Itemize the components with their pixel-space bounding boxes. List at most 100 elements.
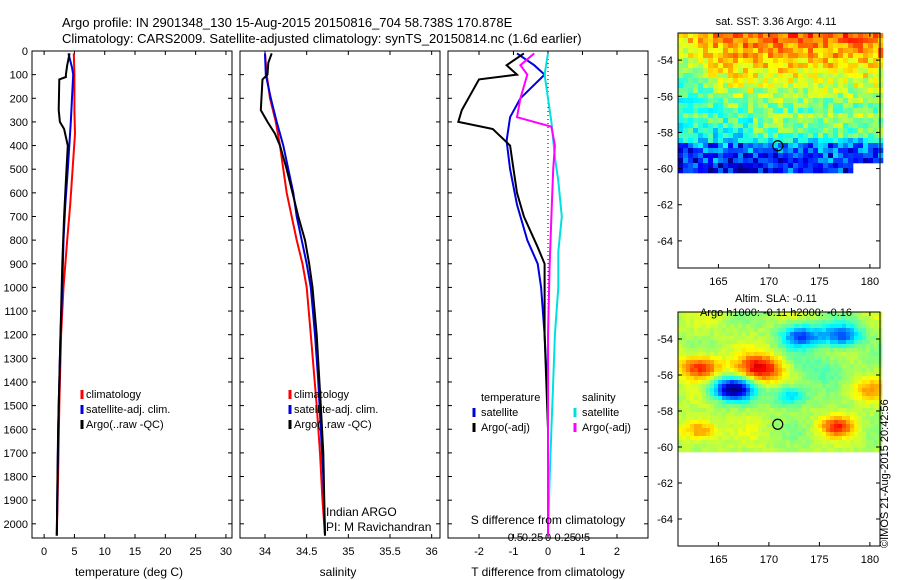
map-cell (730, 372, 735, 377)
map-cell (686, 312, 691, 317)
map-cell (826, 332, 831, 337)
map-cell (734, 416, 739, 421)
map-cell (703, 148, 709, 154)
map-cell (694, 448, 699, 453)
map-cell (714, 340, 719, 345)
map-cell (774, 320, 779, 325)
map-cell (770, 348, 775, 353)
map-cell (788, 138, 794, 144)
map-cell (848, 148, 854, 154)
map-cell (718, 78, 724, 84)
map-cell (798, 440, 803, 445)
map-cell (718, 392, 723, 397)
map-cell (866, 376, 871, 381)
map-cell (790, 432, 795, 437)
map-cell (862, 400, 867, 405)
map-cell (770, 336, 775, 341)
map-cell (742, 436, 747, 441)
map-cell (774, 424, 779, 429)
map-cell (838, 83, 844, 89)
map-cell (738, 113, 744, 119)
map-cell (830, 348, 835, 353)
map-cell (714, 420, 719, 425)
map-cell (678, 78, 684, 84)
map-cell (823, 108, 829, 114)
map-cell (783, 103, 789, 109)
map-cell (733, 103, 739, 109)
map-cell (833, 78, 839, 84)
map-cell (730, 312, 735, 317)
map-cell (814, 424, 819, 429)
map-cell (854, 408, 859, 413)
map-cell (858, 53, 864, 59)
map-cell (838, 163, 844, 169)
map-cell (863, 98, 869, 104)
map-cell (878, 113, 884, 119)
map-cell (814, 332, 819, 337)
map-cell (834, 352, 839, 357)
map-cell (678, 392, 683, 397)
map-cell (738, 103, 744, 109)
map-cell (766, 344, 771, 349)
map-cell (813, 68, 819, 74)
map-cell (778, 83, 784, 89)
map-cell (778, 372, 783, 377)
map-cell (774, 448, 779, 453)
map-cell (708, 88, 714, 94)
map-cell (778, 388, 783, 393)
map-cell (868, 68, 874, 74)
map-cell (706, 388, 711, 393)
map-cell (850, 336, 855, 341)
map-cell (858, 103, 864, 109)
map-cell (802, 336, 807, 341)
map-cell (826, 424, 831, 429)
y-tick-label: -60 (657, 442, 673, 454)
map-cell (793, 113, 799, 119)
map-cell (750, 368, 755, 373)
map-cell (742, 384, 747, 389)
map-cell (763, 78, 769, 84)
map-cell (706, 336, 711, 341)
map-cell (730, 356, 735, 361)
map-cell (808, 123, 814, 129)
map-cell (826, 436, 831, 441)
map-cell (728, 98, 734, 104)
map-cell (770, 320, 775, 325)
map-cell (726, 404, 731, 409)
map-cell (868, 128, 874, 134)
map-cell (706, 408, 711, 413)
map-cell (858, 444, 863, 449)
map-cell (758, 444, 763, 449)
map-cell (754, 376, 759, 381)
map-cell (746, 344, 751, 349)
map-cell (793, 83, 799, 89)
legend-title-salinity: salinity (582, 392, 616, 404)
map-cell (850, 448, 855, 453)
map-cell (734, 312, 739, 317)
map-cell (713, 78, 719, 84)
map-cell (838, 78, 844, 84)
map-cell (726, 420, 731, 425)
map-cell (802, 380, 807, 385)
map-cell (866, 344, 871, 349)
map-cell (688, 153, 694, 159)
map-cell (733, 153, 739, 159)
map-cell (753, 138, 759, 144)
map-cell (728, 48, 734, 54)
map-cell (854, 344, 859, 349)
map-cell (770, 424, 775, 429)
map-cell (802, 448, 807, 453)
map-cell (873, 158, 879, 164)
map-cell (682, 428, 687, 433)
map-cell (868, 98, 874, 104)
map-cell (770, 432, 775, 437)
map-cell (783, 58, 789, 64)
map-cell (686, 324, 691, 329)
map-cell (723, 133, 729, 139)
map-cell (698, 324, 703, 329)
map-cell (778, 368, 783, 373)
map-cell (788, 103, 794, 109)
map-cell (713, 93, 719, 99)
map-cell (762, 432, 767, 437)
map-cell (863, 53, 869, 59)
